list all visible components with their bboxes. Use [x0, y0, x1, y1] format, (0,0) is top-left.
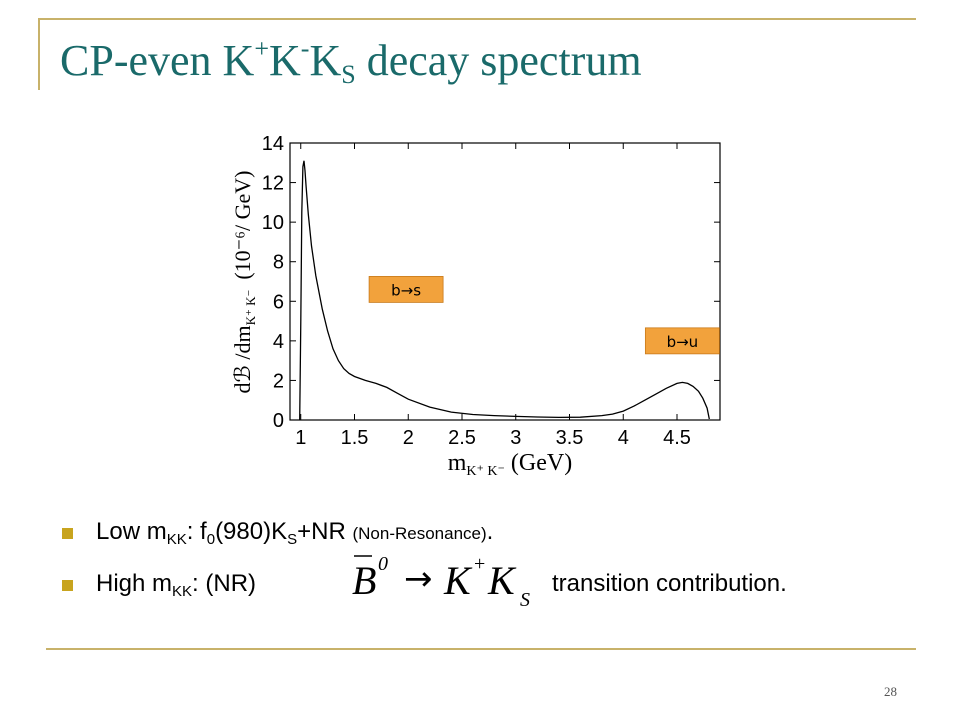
- axis-ticks: 1 1.5 2 2.5 3 3.5 4 4.5 0 2 4 6 8 10 12 14: [262, 133, 720, 449]
- y-tick-label: 2: [273, 370, 284, 392]
- annotation-box: [644, 327, 720, 355]
- formula-k-sup: +: [474, 553, 485, 575]
- y-tick-label: 6: [273, 291, 284, 313]
- annotation-label: b→s: [391, 281, 421, 299]
- x-tick-label: 4.5: [663, 427, 691, 449]
- y-tick-label: 8: [273, 252, 284, 274]
- y-tick-label: 12: [262, 173, 284, 195]
- x-tick-label: 2: [403, 427, 414, 449]
- bullet-low-mass-text: Low mKK: f0(980)KS+NR (Non-Resonance).: [96, 518, 494, 548]
- page-number: 28: [884, 684, 897, 699]
- x-tick-label: 4: [618, 427, 629, 449]
- formula-arrow: →: [404, 559, 433, 599]
- decorative-top-rule: [38, 18, 916, 20]
- plot-frame: [289, 142, 721, 421]
- bullet-marker: [62, 580, 73, 591]
- slide-title: CP-even K+K-KS decay spectrum: [60, 34, 642, 89]
- x-tick-label: 3.5: [556, 427, 584, 449]
- formula-k2-sub: S: [520, 589, 530, 611]
- y-tick-label: 10: [262, 212, 284, 234]
- formula-k2: K: [487, 558, 517, 603]
- x-tick-label: 2.5: [448, 427, 476, 449]
- annotation-box: [368, 276, 444, 303]
- x-tick-label: 1: [295, 427, 306, 449]
- y-tick-label: 4: [273, 331, 284, 353]
- formula-b: B: [352, 558, 376, 603]
- x-tick-label: 3: [510, 427, 521, 449]
- decay-formula: B 0 → K + K S: [352, 553, 530, 611]
- y-axis-label: dℬ /dmK⁺ K⁻(10⁻⁶/ GeV): [230, 171, 258, 394]
- bullet-high-mass-tail: transition contribution.: [552, 570, 787, 597]
- y-tick-label: 0: [273, 410, 284, 432]
- chart-annotations: b→s b→u: [368, 276, 720, 355]
- formula-k: K: [443, 558, 473, 603]
- decorative-vertical-rule: [38, 18, 40, 90]
- spectrum-curve: [299, 160, 710, 421]
- y-tick-label: 14: [262, 133, 284, 155]
- decay-spectrum-chart: 1 1.5 2 2.5 3 3.5 4 4.5 0 2 4 6 8 10 12 14 b→s b→u mK⁺ K…: [230, 133, 721, 479]
- decorative-bottom-rule: [46, 648, 916, 650]
- formula-b-sup: 0: [378, 553, 388, 575]
- bullet-marker: [62, 528, 73, 539]
- annotation-label: b→u: [667, 333, 699, 351]
- x-axis-label: mK⁺ K⁻ (GeV): [448, 450, 572, 479]
- bullet-high-mass-text: High mKK: (NR): [96, 570, 257, 600]
- x-tick-label: 1.5: [341, 427, 369, 449]
